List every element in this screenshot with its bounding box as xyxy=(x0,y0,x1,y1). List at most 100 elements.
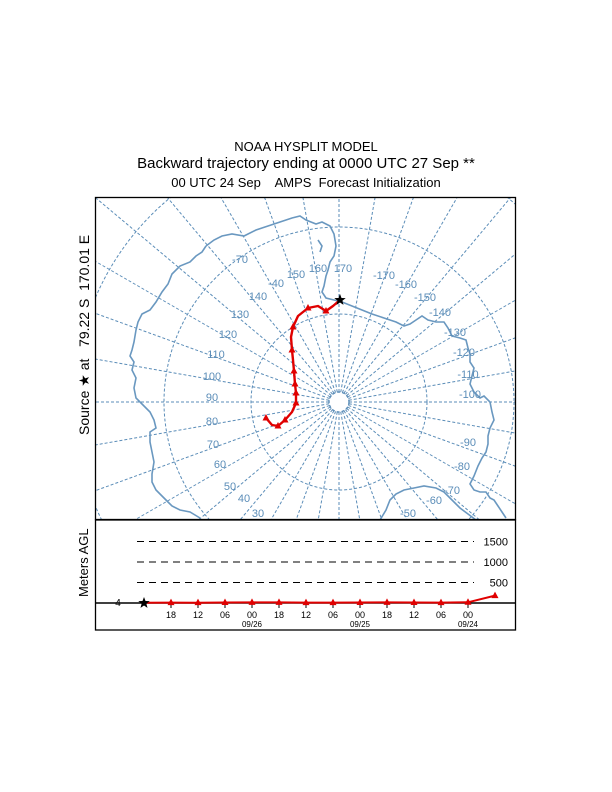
longitude-label: -100 xyxy=(459,389,481,401)
longitude-labels: -70 150 160 170 -170-160-150 -140 -130 -120 -110… xyxy=(203,254,481,520)
time-tick-label: 06 xyxy=(220,610,230,620)
time-tick-label: 12 xyxy=(193,610,203,620)
meridian-line xyxy=(347,299,515,398)
meridian-line xyxy=(343,198,458,394)
start-height-label: 4 xyxy=(115,598,121,609)
time-tick-label: 18 xyxy=(274,610,284,620)
trajectory-marker-triangle xyxy=(274,422,282,429)
meridian-line xyxy=(341,198,414,393)
height-marker-triangle xyxy=(302,598,310,606)
meridian-line xyxy=(270,410,335,519)
longitude-label: -70 xyxy=(444,485,460,497)
latitude-circle xyxy=(328,391,350,413)
height-level-label: 1500 xyxy=(484,537,508,549)
meridian-line xyxy=(135,406,331,519)
trajectory-marker-triangle xyxy=(288,346,296,353)
date-label: 09/25 xyxy=(350,620,371,629)
longitude-label: -80 xyxy=(454,461,470,473)
trajectory-marker-triangle xyxy=(289,323,297,330)
longitude-label: -70 xyxy=(232,254,248,266)
longitude-label: -90 xyxy=(460,437,476,449)
longitude-label: -120 xyxy=(453,347,475,359)
time-tick-label: 00 xyxy=(463,610,473,620)
coastline-inlet-path xyxy=(317,239,323,253)
longitude-label: -140 xyxy=(429,307,451,319)
height-marker-triangle xyxy=(248,598,256,605)
meridian-line xyxy=(220,198,335,394)
height-marker-triangle xyxy=(167,598,175,606)
meridian-line xyxy=(302,198,338,393)
longitude-label: 150 xyxy=(287,269,305,281)
meridian-line xyxy=(96,358,330,401)
trajectory-marker-triangle xyxy=(304,304,312,311)
trajectory-marker-triangle xyxy=(291,380,299,387)
height-marker-triangle xyxy=(437,598,445,606)
height-marker-triangle xyxy=(275,598,283,605)
trajectory-marker-triangle xyxy=(290,367,298,374)
time-tick-label: 18 xyxy=(382,610,392,620)
height-marker-triangle xyxy=(329,598,337,606)
longitude-label: 40 xyxy=(238,493,250,505)
longitude-label: 160 xyxy=(309,263,327,275)
profile-frame xyxy=(94,519,517,631)
longitude-label: 60 xyxy=(214,459,226,471)
longitude-label: 50 xyxy=(224,481,236,493)
time-tick-label: 12 xyxy=(301,610,311,620)
longitude-label: 170 xyxy=(334,263,352,275)
longitude-label: 80 xyxy=(206,416,218,428)
longitude-label: -150 xyxy=(414,292,436,304)
source-star-icon xyxy=(334,294,346,305)
meridian-line xyxy=(348,403,515,434)
coastline-east-bottom-path xyxy=(379,485,476,519)
meridian-line xyxy=(345,198,511,395)
longitude-label: 30 xyxy=(252,508,264,520)
longitude-label: 140 xyxy=(249,291,267,303)
meridian-line xyxy=(346,408,480,519)
meridian-line xyxy=(343,410,408,519)
model-title: NOAA HYSPLIT MODEL xyxy=(234,139,378,154)
meridian-line xyxy=(198,408,332,519)
longitude-label: -40 xyxy=(268,278,284,290)
longitude-label: 90 xyxy=(206,392,218,404)
date-label: 09/26 xyxy=(242,620,263,629)
longitude-label: -170 xyxy=(373,270,395,282)
longitude-label: 100 xyxy=(203,371,221,383)
trajectory-line xyxy=(265,299,341,428)
meridian-line xyxy=(345,409,438,519)
trajectory-track xyxy=(262,294,346,429)
trajectory-marker-triangle xyxy=(292,389,300,396)
time-tick-label: 00 xyxy=(355,610,365,620)
longitude-label: -160 xyxy=(395,279,417,291)
height-marker-triangle xyxy=(491,591,499,599)
trajectory-marker-triangle xyxy=(322,307,330,314)
meridian-line xyxy=(96,403,330,446)
longitude-label: 120 xyxy=(219,329,237,341)
time-tick-label: 06 xyxy=(328,610,338,620)
height-marker-triangle xyxy=(383,598,391,605)
meridian-line xyxy=(96,404,330,491)
meridian-line xyxy=(96,198,332,396)
source-star-icon xyxy=(138,597,150,608)
meridian-line xyxy=(340,198,376,393)
coastline-west-path xyxy=(129,245,207,519)
longitude-label: -50 xyxy=(400,508,416,520)
height-marker-triangle xyxy=(464,598,472,605)
time-tick-label: 18 xyxy=(166,610,176,620)
meridian-line xyxy=(96,261,331,398)
height-marker-triangle xyxy=(221,598,229,606)
coastline-path xyxy=(205,215,507,519)
meridian-line xyxy=(347,406,515,505)
time-tick-label: 06 xyxy=(436,610,446,620)
trajectory-marker-triangle xyxy=(292,399,300,406)
height-marker-triangle xyxy=(410,598,418,606)
initialization-subtitle: 00 UTC 24 Sep AMPS Forecast Initializati… xyxy=(171,175,441,190)
meridian-line xyxy=(346,253,515,396)
trajectory-marker-triangle xyxy=(281,416,289,423)
time-tick-label: 00 xyxy=(247,610,257,620)
longitude-label: 110 xyxy=(207,349,225,361)
meridian-line xyxy=(240,409,333,519)
